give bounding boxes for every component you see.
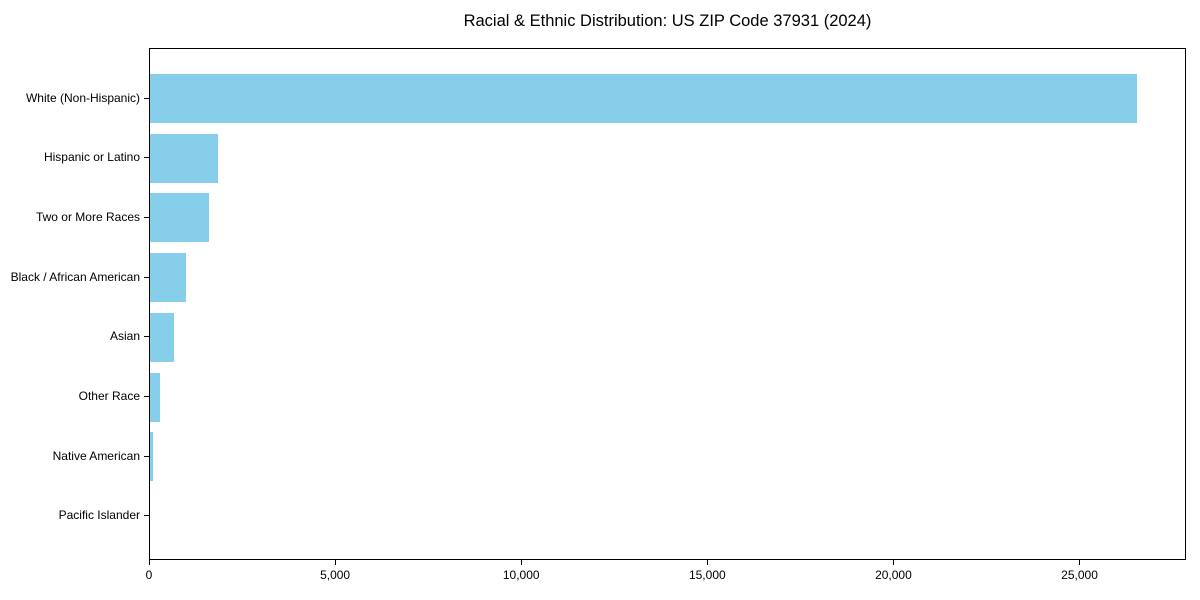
y-tick-label: Pacific Islander [58, 508, 140, 523]
y-tick-label: Black / African American [10, 269, 140, 284]
y-tick-mark [144, 515, 149, 517]
chart-title: Racial & Ethnic Distribution: US ZIP Cod… [463, 12, 872, 30]
bar-asian [150, 312, 174, 362]
x-tick-mark [892, 560, 894, 565]
y-tick-mark [144, 336, 149, 338]
bar-hispanic-or-latino [150, 133, 218, 183]
x-tick-label: 15,000 [688, 568, 726, 582]
y-tick-mark [144, 455, 149, 457]
y-tick-mark [144, 97, 149, 99]
x-tick-mark [706, 560, 708, 565]
y-tick-mark [144, 157, 149, 159]
y-tick-label: Other Race [78, 389, 140, 404]
y-tick-mark [144, 276, 149, 278]
y-tick-label: Native American [52, 448, 140, 463]
y-tick-mark [144, 396, 149, 398]
bar-native-american [150, 432, 153, 482]
y-tick-label: Two or More Races [35, 209, 140, 224]
plot-area [149, 48, 1186, 560]
y-tick-label: Hispanic or Latino [43, 150, 140, 165]
x-tick-label: 25,000 [1061, 568, 1098, 582]
x-tick-mark [520, 560, 522, 565]
bar-white-non-hispanic [150, 74, 1137, 123]
x-tick-mark [148, 560, 150, 565]
x-tick-mark [334, 560, 336, 565]
x-tick-mark [1079, 560, 1081, 565]
bar-other-race [150, 372, 160, 422]
x-tick-label: 20,000 [875, 568, 912, 582]
y-tick-mark [144, 216, 149, 218]
bar-two-or-more-races [150, 193, 209, 243]
bar-black-african-american [150, 253, 186, 303]
y-tick-label: Asian [109, 329, 140, 344]
x-tick-label: 0 [145, 568, 153, 582]
y-tick-label: White (Non-Hispanic) [25, 90, 140, 105]
x-tick-label: 5,000 [320, 568, 351, 582]
x-tick-label: 10,000 [502, 568, 540, 582]
